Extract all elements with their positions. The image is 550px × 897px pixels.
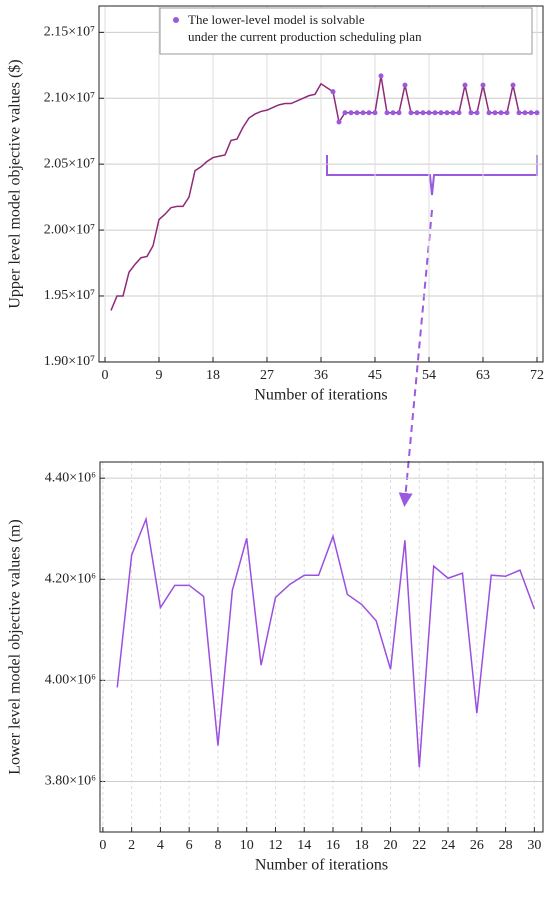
marker xyxy=(396,110,402,116)
plot-frame xyxy=(98,5,544,363)
plot-frame xyxy=(99,461,544,833)
y-tick-label: 2.15×10⁷ xyxy=(44,25,95,40)
legend-marker xyxy=(173,17,179,23)
marker xyxy=(372,110,378,116)
marker xyxy=(408,110,414,116)
x-tick-label: 72 xyxy=(530,368,544,383)
x-tick-label: 10 xyxy=(240,838,254,853)
series-line xyxy=(110,75,537,311)
marker xyxy=(516,110,522,116)
marker xyxy=(384,110,390,116)
marker xyxy=(486,110,492,116)
x-tick-label: 18 xyxy=(206,368,220,383)
legend-label: The lower-level model is solvable under … xyxy=(188,12,422,44)
marker xyxy=(360,110,366,116)
marker xyxy=(354,110,360,116)
series-line xyxy=(116,516,536,768)
x-tick-label: 24 xyxy=(441,838,455,853)
y-tick-label: 2.10×10⁷ xyxy=(44,90,95,105)
y-tick-label: 2.00×10⁷ xyxy=(44,222,95,237)
x-tick-label: 2 xyxy=(128,838,135,853)
y-axis-label: Lower level model objective values (m) xyxy=(7,519,24,774)
legend-box xyxy=(159,7,533,55)
marker xyxy=(420,110,426,116)
marker xyxy=(348,110,354,116)
x-tick-label: 8 xyxy=(214,838,221,853)
marker xyxy=(432,110,438,116)
y-tick-label: 3.80×10⁶ xyxy=(45,774,96,789)
x-tick-label: 36 xyxy=(314,368,328,383)
marker xyxy=(510,82,516,88)
x-axis-label: Number of iterations xyxy=(255,857,388,874)
x-tick-label: 0 xyxy=(102,368,109,383)
marker xyxy=(468,110,474,116)
y-tick-label: 4.20×10⁶ xyxy=(45,571,96,586)
marker xyxy=(456,110,462,116)
marker xyxy=(528,110,534,116)
marker xyxy=(444,110,450,116)
marker xyxy=(378,73,384,79)
marker xyxy=(492,110,498,116)
zoom-arrow xyxy=(398,209,433,507)
x-tick-label: 14 xyxy=(297,838,311,853)
x-tick-label: 12 xyxy=(268,838,282,853)
marker xyxy=(336,119,342,125)
x-tick-label: 27 xyxy=(260,368,274,383)
x-tick-label: 22 xyxy=(412,838,426,853)
x-tick-label: 20 xyxy=(384,838,398,853)
marker xyxy=(504,110,510,116)
marker xyxy=(522,110,528,116)
marker xyxy=(342,110,348,116)
marker xyxy=(498,110,504,116)
marker xyxy=(534,110,540,116)
x-tick-label: 30 xyxy=(527,838,541,853)
x-tick-label: 26 xyxy=(470,838,484,853)
x-tick-label: 16 xyxy=(326,838,340,853)
y-tick-label: 1.90×10⁷ xyxy=(44,354,95,369)
x-tick-label: 28 xyxy=(499,838,513,853)
marker xyxy=(402,82,408,88)
marker xyxy=(366,110,372,116)
y-axis-label: Upper level model objective values ($) xyxy=(7,59,24,308)
x-tick-label: 45 xyxy=(368,368,382,383)
x-tick-label: 0 xyxy=(99,838,106,853)
x-tick-label: 54 xyxy=(422,368,436,383)
marker xyxy=(462,82,468,88)
marker xyxy=(330,89,336,95)
marker xyxy=(480,82,486,88)
marker xyxy=(390,110,396,116)
y-tick-label: 2.05×10⁷ xyxy=(44,156,95,171)
bracket xyxy=(326,155,538,196)
marker xyxy=(474,110,480,116)
marker xyxy=(438,110,444,116)
x-tick-label: 4 xyxy=(157,838,164,853)
x-tick-label: 18 xyxy=(355,838,369,853)
y-tick-label: 1.95×10⁷ xyxy=(44,288,95,303)
marker xyxy=(426,110,432,116)
legend: The lower-level model is solvable under … xyxy=(188,12,422,44)
x-tick-label: 63 xyxy=(476,368,490,383)
x-tick-label: 9 xyxy=(156,368,163,383)
y-tick-label: 4.40×10⁶ xyxy=(45,470,96,485)
x-tick-label: 6 xyxy=(186,838,193,853)
y-tick-label: 4.00×10⁶ xyxy=(45,673,96,688)
marker xyxy=(450,110,456,116)
marker xyxy=(414,110,420,116)
x-axis-label: Number of iterations xyxy=(254,387,387,404)
